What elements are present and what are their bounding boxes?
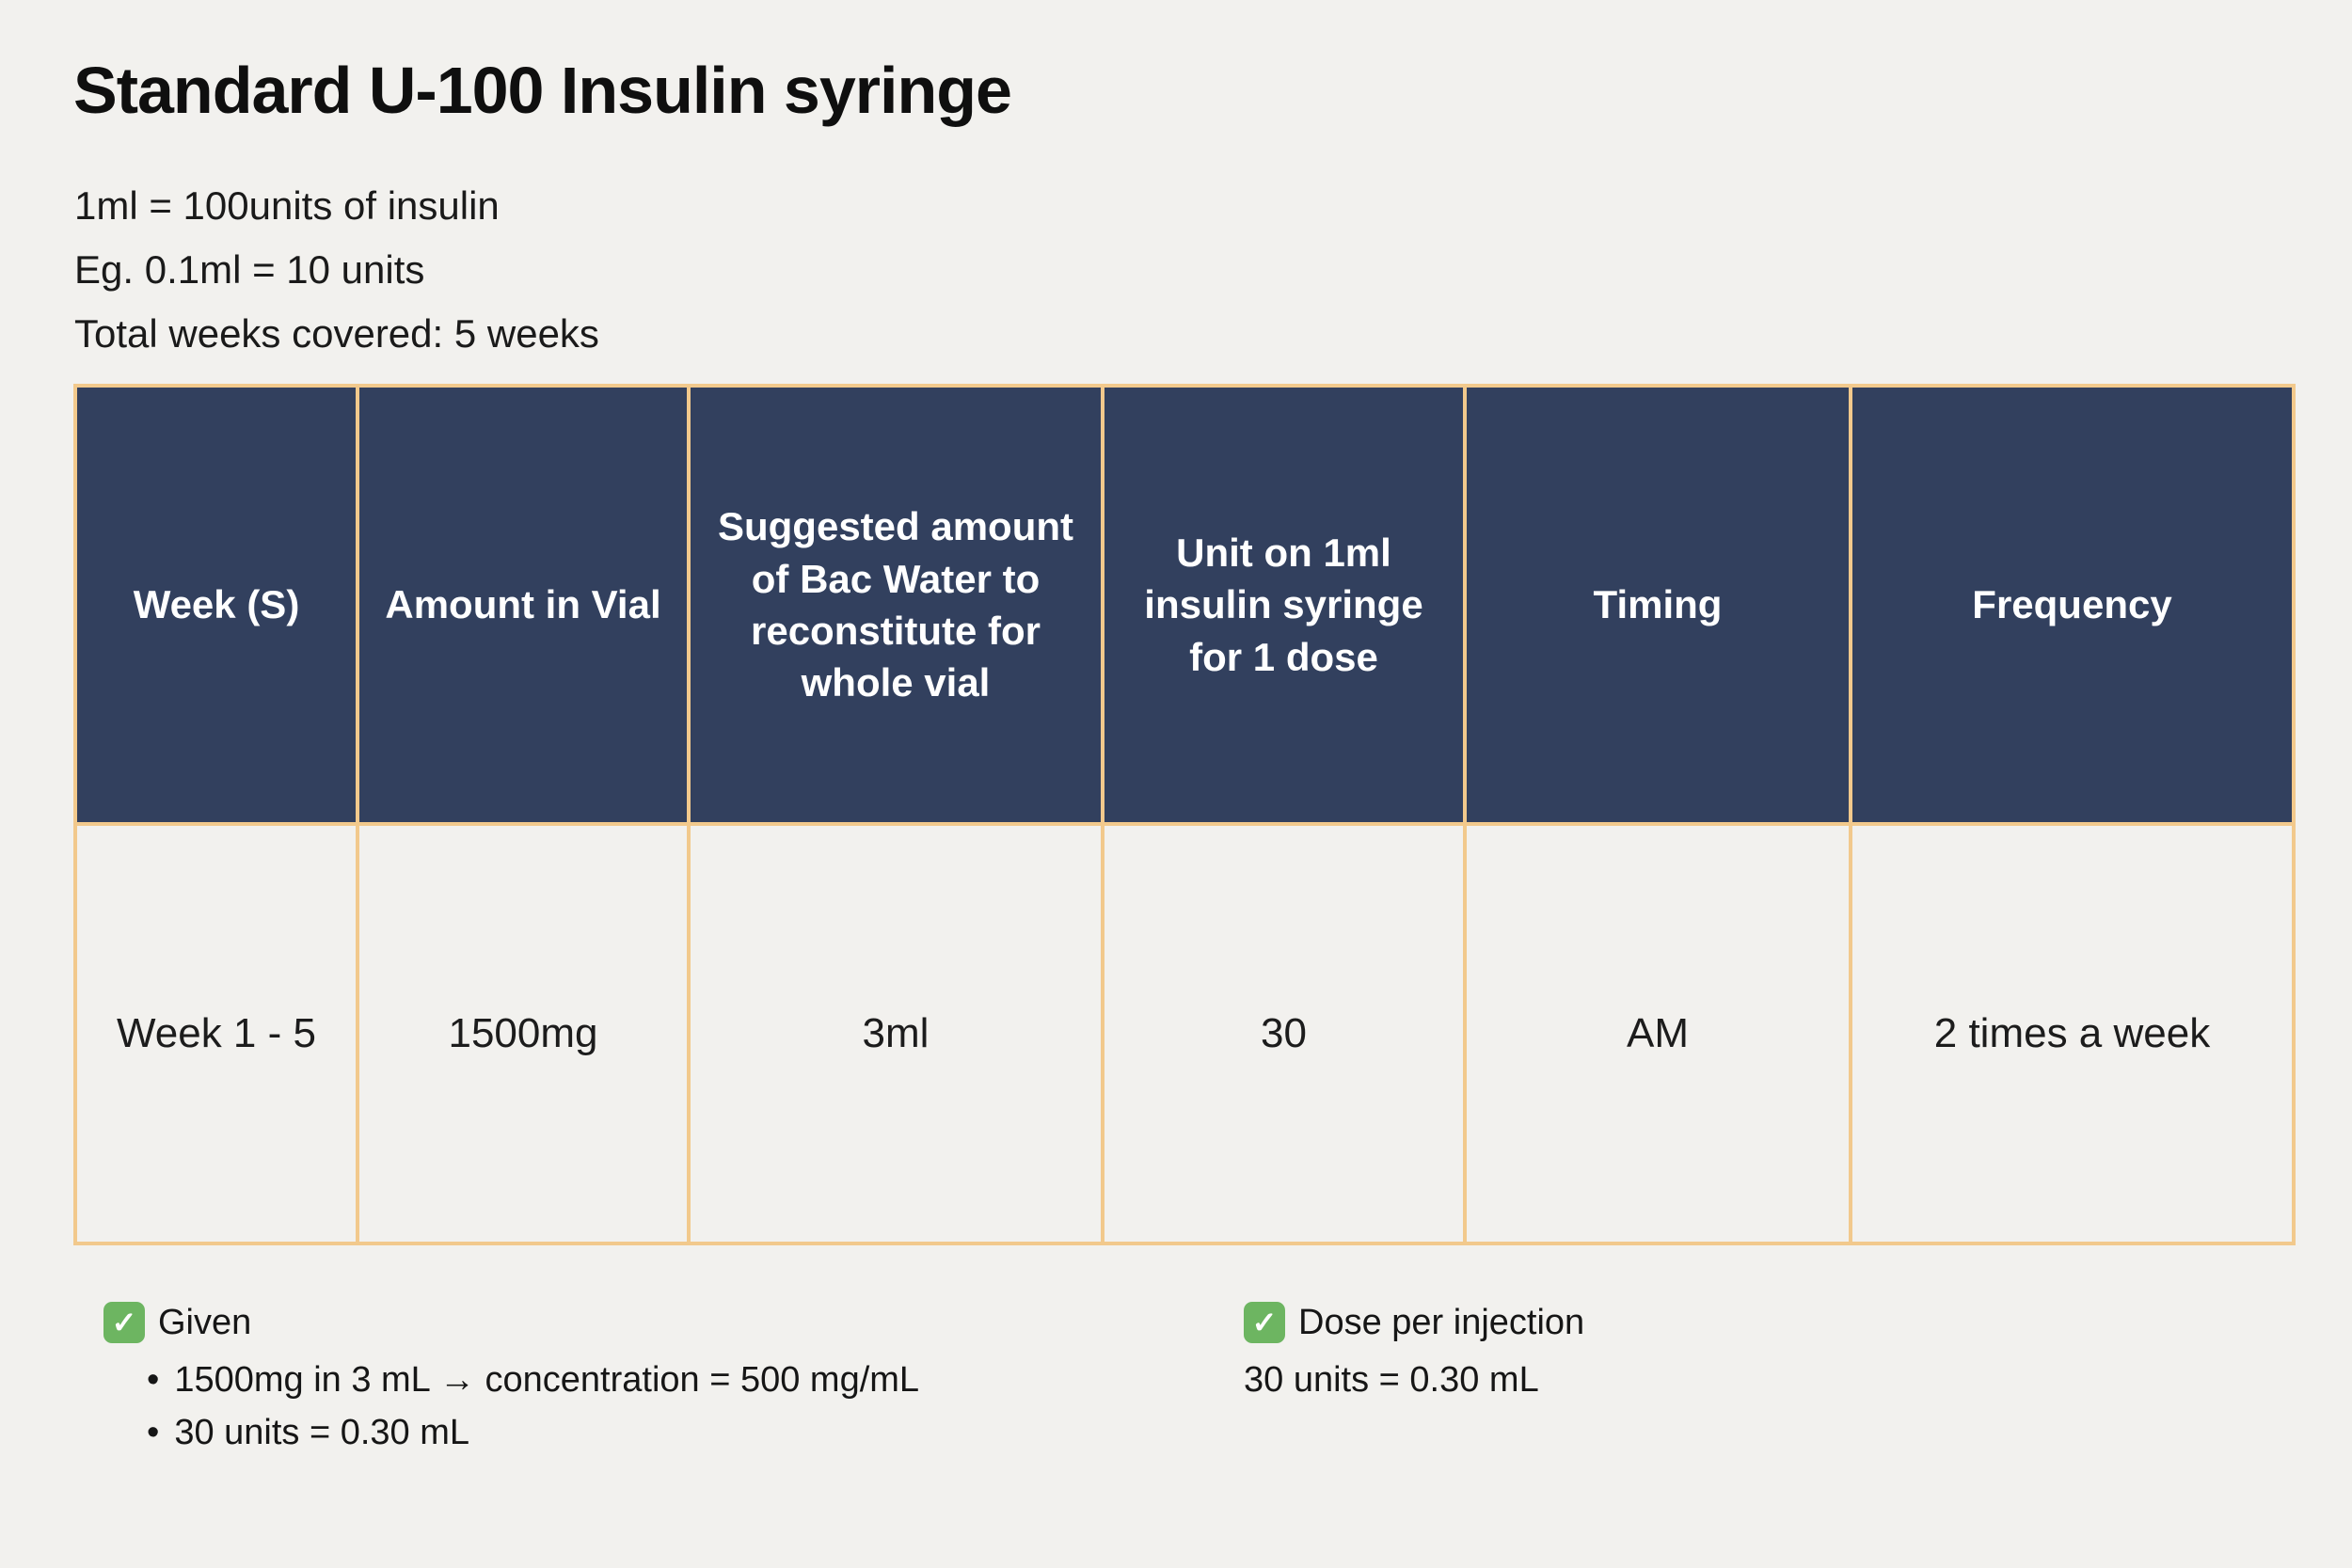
note-given-header: ✓ Given <box>103 1300 919 1345</box>
note-given-label: Given <box>158 1302 252 1342</box>
note-given: ✓ Given • 1500mg in 3 mL → concentration… <box>103 1300 919 1450</box>
column-header-week: Week (S) <box>73 384 359 826</box>
table-header-row: Week (S) Amount in Vial Suggested amount… <box>73 384 2296 826</box>
note-dose-label: Dose per injection <box>1298 1302 1585 1342</box>
cell-frequency: 2 times a week <box>1849 822 2296 1245</box>
cell-units-per-dose: 30 <box>1101 822 1467 1245</box>
bullet-icon: • <box>147 1360 160 1400</box>
column-header-amount-in-vial: Amount in Vial <box>356 384 691 826</box>
page-title: Standard U-100 Insulin syringe <box>73 54 1012 127</box>
cell-week: Week 1 - 5 <box>73 822 359 1245</box>
note-given-bullet-1-text: 1500mg in 3 mL → concentration = 500 mg/… <box>174 1360 920 1400</box>
cell-timing: AM <box>1463 822 1852 1245</box>
column-header-timing: Timing <box>1463 384 1852 826</box>
table-row: Week 1 - 5 1500mg 3ml 30 AM 2 times a we… <box>73 822 2296 1245</box>
check-icon: ✓ <box>1244 1302 1285 1343</box>
subtitle-block: 1ml = 100units of insulin Eg. 0.1ml = 10… <box>74 174 599 366</box>
column-header-units-per-dose: Unit on 1ml insulin syringe for 1 dose <box>1101 384 1467 826</box>
note-given-bullet-2: • 30 units = 0.30 mL <box>103 1415 919 1450</box>
note-given-bullet-2-text: 30 units = 0.30 mL <box>174 1413 470 1452</box>
check-icon: ✓ <box>103 1302 145 1343</box>
subtitle-line-example: Eg. 0.1ml = 10 units <box>74 247 425 292</box>
cell-amount-in-vial: 1500mg <box>356 822 691 1245</box>
subtitle-line-total-weeks: Total weeks covered: 5 weeks <box>74 311 599 356</box>
subtitle-line-conversion: 1ml = 100units of insulin <box>74 183 500 228</box>
column-header-frequency: Frequency <box>1849 384 2296 826</box>
note-dose-per-injection: ✓ Dose per injection 30 units = 0.30 mL <box>1244 1300 1584 1398</box>
note-given-bullet-1: • 1500mg in 3 mL → concentration = 500 m… <box>103 1362 919 1398</box>
column-header-bac-water: Suggested amount of Bac Water to reconst… <box>687 384 1104 826</box>
note-dose-header: ✓ Dose per injection <box>1244 1300 1584 1345</box>
dosing-table: Week (S) Amount in Vial Suggested amount… <box>73 384 2296 1245</box>
check-glyph: ✓ <box>111 1306 137 1339</box>
cell-bac-water: 3ml <box>687 822 1104 1245</box>
bullet-icon: • <box>147 1413 160 1452</box>
note-dose-value: 30 units = 0.30 mL <box>1244 1360 1539 1400</box>
check-glyph: ✓ <box>1251 1306 1278 1339</box>
